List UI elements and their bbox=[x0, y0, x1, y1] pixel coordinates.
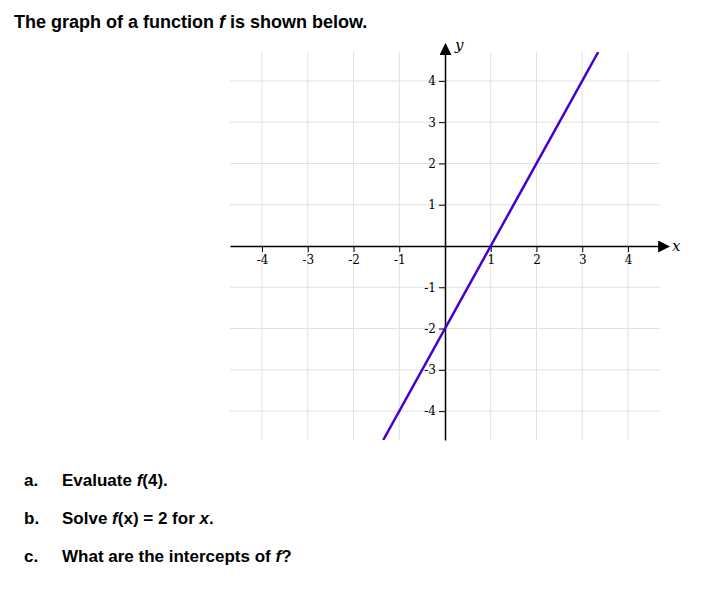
annotation-text: Solve f(x) = 2 for x. bbox=[62, 509, 214, 528]
x-tick-label: 4 bbox=[625, 253, 633, 267]
y-axis: -4 -3 -2 -1 1 2 3 4 bbox=[424, 53, 445, 441]
x-tick: 3 bbox=[579, 246, 587, 267]
x-tick: -4 bbox=[257, 246, 269, 267]
x-tick-mark bbox=[536, 246, 537, 252]
y-tick-label: -1 bbox=[424, 281, 436, 295]
x-tick-label: -2 bbox=[348, 253, 360, 267]
title-part: The graph of a function bbox=[14, 12, 219, 32]
y-tick: 4 bbox=[428, 74, 445, 88]
x-axis-label: x bbox=[672, 237, 681, 255]
y-tick-label: 3 bbox=[428, 116, 436, 130]
annotation-part: (4). bbox=[142, 471, 168, 490]
y-tick-label: -2 bbox=[424, 322, 436, 336]
x-tick: 4 bbox=[625, 246, 633, 267]
annotation-part: . bbox=[209, 509, 214, 528]
annotation-part: Solve bbox=[62, 509, 112, 528]
annotation-text: Evaluate f(4). bbox=[62, 471, 168, 490]
y-tick-mark bbox=[439, 205, 445, 206]
x-tick: -1 bbox=[394, 246, 406, 267]
x-tick-mark bbox=[399, 246, 400, 252]
y-tick-mark bbox=[439, 411, 445, 412]
y-axis-line bbox=[445, 53, 447, 441]
x-tick-label: -3 bbox=[302, 253, 314, 267]
title: The graph of a function f is shown below… bbox=[14, 12, 367, 32]
y-tick: -1 bbox=[424, 281, 445, 295]
annotation-part: ? bbox=[281, 547, 291, 566]
annotation-part: (x) = 2 for bbox=[118, 509, 200, 528]
function-line bbox=[383, 52, 598, 440]
x-tick-mark bbox=[628, 246, 629, 252]
annotation-text: What are the intercepts of f? bbox=[62, 547, 292, 566]
x-tick-mark bbox=[262, 246, 263, 252]
x-tick: -3 bbox=[302, 246, 314, 267]
y-tick: 2 bbox=[428, 157, 445, 171]
x-tick-label: 3 bbox=[579, 253, 587, 267]
y-tick-label: 2 bbox=[428, 157, 436, 171]
annotation-label: b. bbox=[24, 509, 39, 528]
y-tick-mark bbox=[439, 81, 445, 82]
title-part: is shown below. bbox=[225, 12, 367, 32]
y-tick-mark bbox=[439, 163, 445, 164]
x-tick: -2 bbox=[348, 246, 360, 267]
x-tick-mark bbox=[308, 246, 309, 252]
y-tick-mark bbox=[439, 122, 445, 123]
y-axis-label: y bbox=[454, 36, 464, 54]
y-tick: 1 bbox=[428, 198, 445, 212]
annotation-label: c. bbox=[24, 547, 38, 566]
annotations: a. Evaluate f(4). b. Solve f(x) = 2 for x. c… bbox=[24, 471, 292, 566]
y-tick-label: 1 bbox=[428, 198, 436, 212]
chart: The graph of a function f is shown below… bbox=[0, 0, 707, 592]
x-tick-label: 1 bbox=[487, 253, 495, 267]
x-tick-mark bbox=[354, 246, 355, 252]
x-tick-label: 2 bbox=[533, 253, 541, 267]
x-tick: 2 bbox=[533, 246, 541, 267]
y-tick: -4 bbox=[424, 404, 445, 418]
marks bbox=[383, 52, 598, 440]
grid bbox=[230, 52, 660, 440]
x-tick-label: -1 bbox=[394, 253, 406, 267]
annotation-part: Evaluate bbox=[62, 471, 137, 490]
y-tick-mark bbox=[439, 287, 445, 288]
y-tick-label: -4 bbox=[424, 404, 436, 418]
annotation-label: a. bbox=[24, 471, 38, 490]
y-tick: 3 bbox=[428, 116, 445, 130]
y-tick-mark bbox=[439, 370, 445, 371]
y-tick-label: 4 bbox=[428, 74, 436, 88]
x-tick-label: -4 bbox=[257, 253, 269, 267]
x-tick-mark bbox=[582, 246, 583, 252]
y-tick: -3 bbox=[424, 363, 445, 377]
annotation-part: What are the intercepts of bbox=[62, 547, 275, 566]
